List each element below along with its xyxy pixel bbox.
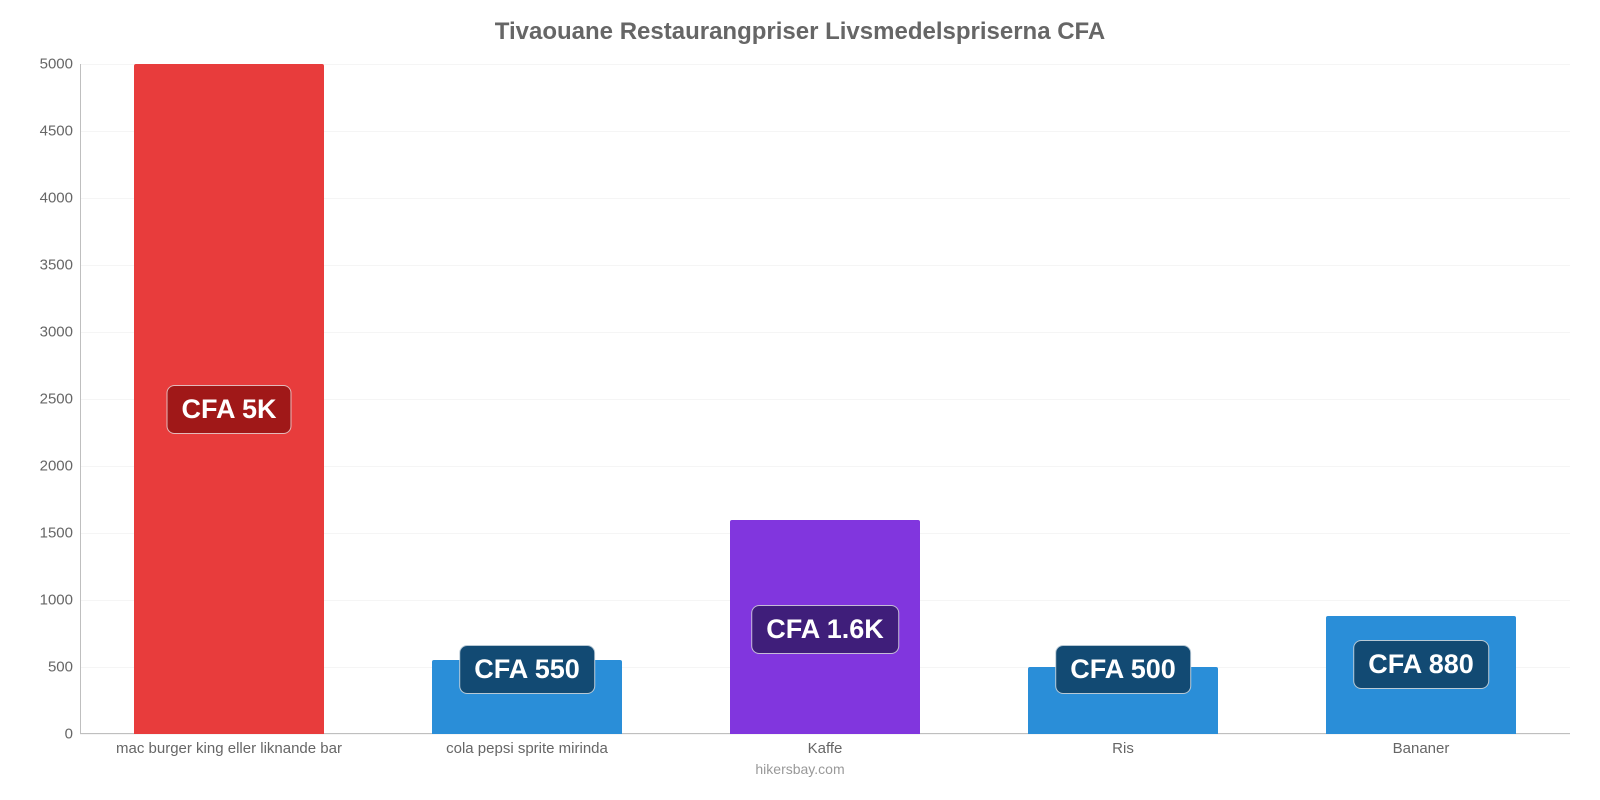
bars-container: CFA 5K CFA 550 CFA 1.6K CFA 500 CFA 880 xyxy=(80,64,1570,734)
value-label: CFA 880 xyxy=(1353,640,1489,689)
y-tick-label: 500 xyxy=(25,659,73,676)
value-label: CFA 1.6K xyxy=(751,605,899,654)
chart-title: Tivaouane Restaurangpriser Livsmedelspri… xyxy=(20,18,1580,46)
y-tick-label: 2000 xyxy=(25,458,73,475)
bar: CFA 5K xyxy=(134,64,325,734)
x-tick-label: Kaffe xyxy=(676,740,974,757)
y-tick-label: 5000 xyxy=(25,56,73,73)
bar: CFA 880 xyxy=(1326,616,1517,734)
bar-slot: CFA 5K xyxy=(80,64,378,734)
value-label: CFA 500 xyxy=(1055,645,1191,694)
bar: CFA 1.6K xyxy=(730,520,921,734)
x-tick-label: Ris xyxy=(974,740,1272,757)
x-tick-label: mac burger king eller liknande bar xyxy=(80,740,378,757)
y-tick-label: 4000 xyxy=(25,190,73,207)
bar-slot: CFA 550 xyxy=(378,64,676,734)
x-tick-label: cola pepsi sprite mirinda xyxy=(378,740,676,757)
y-tick-label: 1500 xyxy=(25,525,73,542)
y-tick-label: 4500 xyxy=(25,123,73,140)
gridline xyxy=(80,734,1570,735)
y-tick-label: 2500 xyxy=(25,391,73,408)
bar: CFA 550 xyxy=(432,660,623,734)
x-tick-label: Bananer xyxy=(1272,740,1570,757)
y-tick-label: 3000 xyxy=(25,324,73,341)
y-tick-label: 0 xyxy=(25,726,73,743)
x-labels: mac burger king eller liknande barcola p… xyxy=(80,740,1570,757)
y-tick-label: 1000 xyxy=(25,592,73,609)
bar-slot: CFA 1.6K xyxy=(676,64,974,734)
bar: CFA 500 xyxy=(1028,667,1219,734)
watermark: hikersbay.com xyxy=(20,761,1580,777)
value-label: CFA 5K xyxy=(166,385,291,434)
y-tick-label: 3500 xyxy=(25,257,73,274)
price-bar-chart: Tivaouane Restaurangpriser Livsmedelspri… xyxy=(0,0,1600,800)
bar-slot: CFA 500 xyxy=(974,64,1272,734)
bar-slot: CFA 880 xyxy=(1272,64,1570,734)
plot-area: 0500100015002000250030003500400045005000… xyxy=(80,64,1570,734)
value-label: CFA 550 xyxy=(459,645,595,694)
